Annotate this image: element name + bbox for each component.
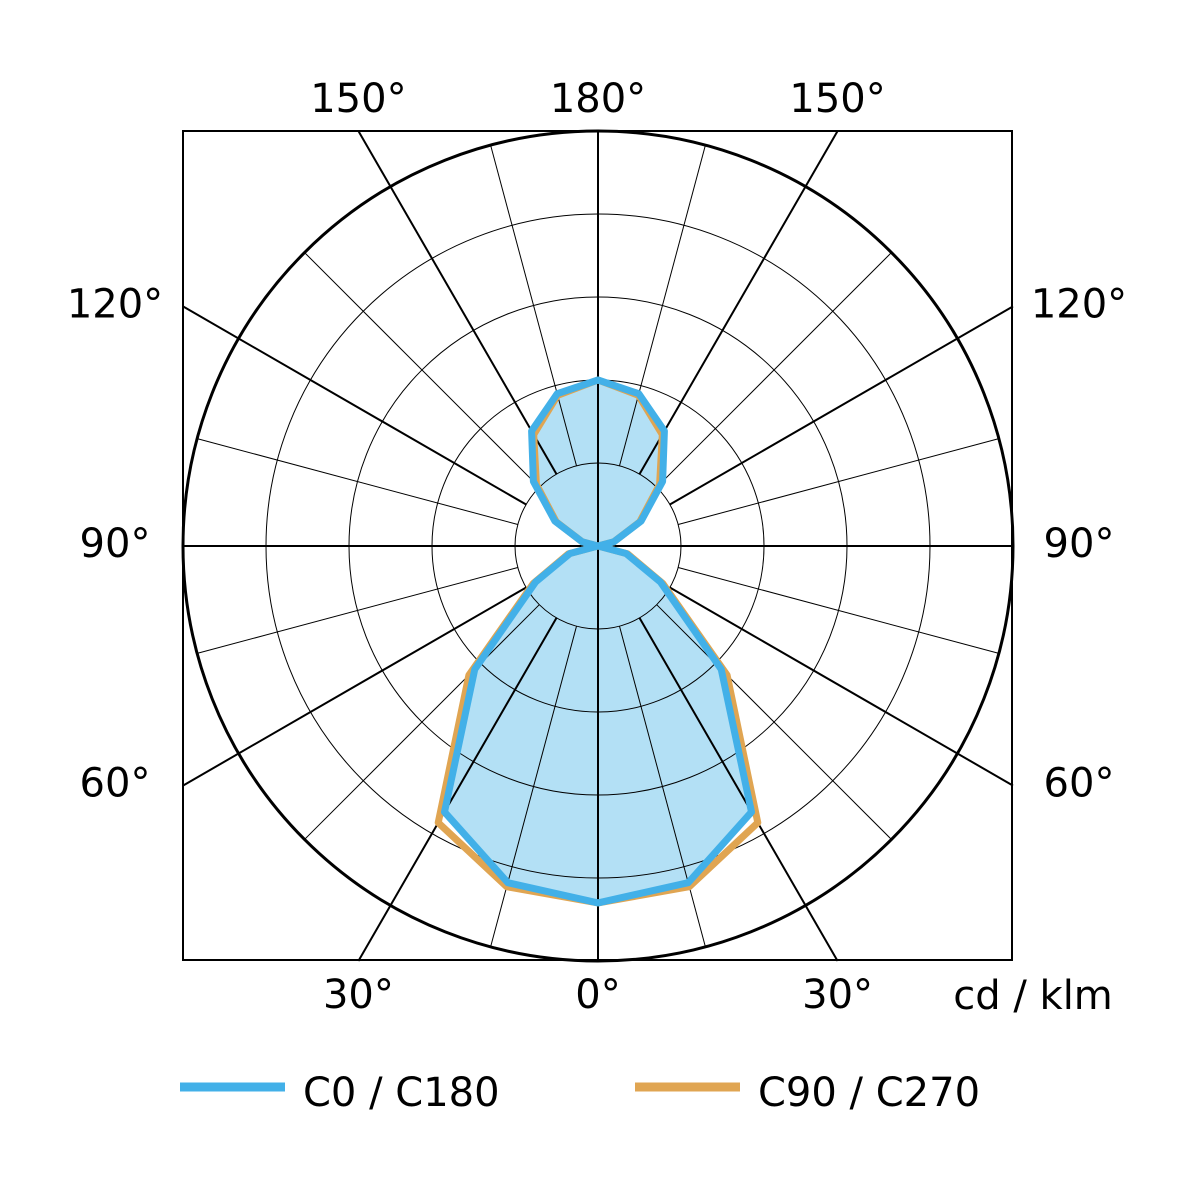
spoke [669, 305, 1014, 506]
series-line [441, 376, 755, 907]
angle-label: 60° [1044, 761, 1115, 807]
spoke [182, 305, 527, 506]
angle-label: 180° [550, 76, 646, 122]
angle-label: 120° [1031, 281, 1127, 327]
spoke [304, 604, 540, 840]
spoke [678, 566, 999, 654]
spoke [357, 130, 558, 475]
angle-label: 30° [323, 972, 394, 1018]
spoke [656, 604, 892, 840]
spoke [656, 252, 892, 488]
spoke [618, 145, 706, 466]
spoke [490, 626, 578, 947]
spoke [490, 145, 578, 466]
spoke [638, 617, 839, 962]
angle-label: 150° [789, 76, 885, 122]
angle-label: 90° [1044, 521, 1115, 567]
spoke [304, 252, 540, 488]
unit-label: cd / klm [953, 973, 1113, 1019]
spoke [182, 586, 527, 787]
spoke [357, 617, 558, 962]
spoke [638, 130, 839, 475]
legend-label: C90 / C270 [758, 1070, 980, 1116]
angle-label: 30° [802, 972, 873, 1018]
angle-label: 150° [310, 76, 406, 122]
spoke [197, 438, 518, 526]
angle-label: 60° [80, 761, 151, 807]
spoke [669, 586, 1014, 787]
spoke [618, 626, 706, 947]
legend-label: C0 / C180 [303, 1070, 500, 1116]
spoke [197, 566, 518, 654]
angle-label: 0° [575, 972, 620, 1018]
spoke [678, 438, 999, 526]
angle-label: 120° [67, 281, 163, 327]
angle-label: 90° [80, 521, 151, 567]
